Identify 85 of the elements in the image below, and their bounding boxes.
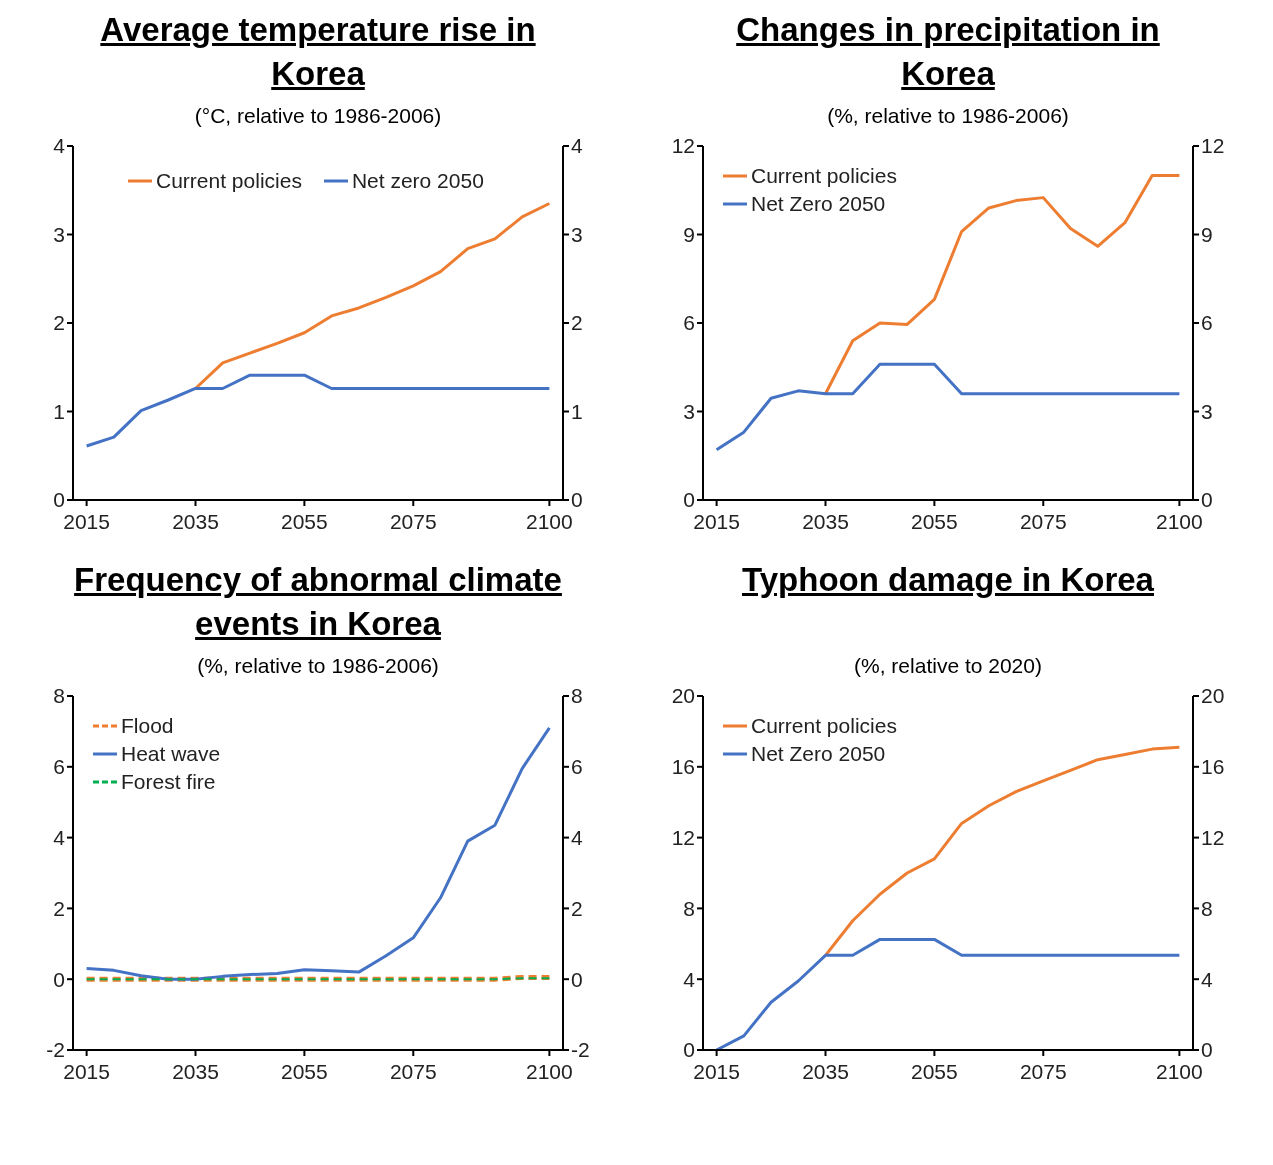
y-tick-label: 2 [53,311,65,335]
chart-subtitle: (%, relative to 1986-2006) [196,654,440,678]
chart-title: Changes in precipitation in Korea [735,10,1161,94]
x-tick-label: 2100 [1156,1059,1203,1083]
y-tick-label: 8 [683,896,695,920]
y-tick-label: 12 [671,826,695,850]
y2-tick-label: 12 [1201,134,1225,158]
y-tick-label: 3 [53,222,65,246]
chart-title: Frequency of abnormal climate events in Korea [73,560,563,644]
x-tick-label: 2035 [172,1059,219,1083]
x-tick-label: 2035 [172,509,219,533]
legend-label: Net Zero 2050 [751,192,886,216]
x-tick-label: 2015 [63,1059,110,1083]
line-series [715,362,1181,452]
legend-label: Net Zero 2050 [751,742,886,766]
y2-tick-label: 1 [571,399,583,423]
y2-tick-label: 16 [1201,755,1225,779]
y2-tick-label: 8 [1201,896,1213,920]
y2-tick-label: 4 [571,826,583,850]
legend-label: Heat wave [121,742,221,766]
y-tick-label: 3 [683,399,695,423]
y-tick-label: -2 [46,1038,65,1062]
y2-tick-label: -2 [571,1038,590,1062]
legend-label: Forest fire [121,770,216,794]
y2-tick-label: 20 [1201,684,1225,708]
y-tick-label: 6 [683,311,695,335]
chart-subtitle: (%, relative to 2020) [853,654,1043,678]
x-tick-label: 2075 [389,509,437,533]
chart-title: Average temperature rise in Korea [99,10,537,94]
x-tick-label: 2055 [911,1059,958,1083]
x-tick-label: 2015 [693,509,740,533]
x-tick-label: 2100 [1156,509,1203,533]
y-tick-label: 8 [53,684,65,708]
x-tick-label: 2055 [911,509,958,533]
y2-tick-label: 12 [1201,826,1225,850]
y2-tick-label: 2 [571,896,583,920]
y-tick-label: 0 [683,488,695,512]
y-tick-label: 2 [53,896,65,920]
y2-tick-label: 3 [1201,399,1213,423]
y-tick-label: 9 [683,222,695,246]
x-tick-label: 2075 [1019,1059,1067,1083]
x-tick-label: 2055 [281,1059,328,1083]
y2-tick-label: 6 [571,755,583,779]
x-tick-label: 2035 [802,509,849,533]
legend-label: Current policies [751,164,897,188]
line-series [715,937,1181,1050]
y-tick-label: 16 [671,755,695,779]
x-tick-label: 2075 [389,1059,437,1083]
y-tick-label: 0 [53,488,65,512]
chart-title: Typhoon damage in Korea [741,560,1155,600]
y-tick-label: 12 [671,134,695,158]
y2-tick-label: 0 [1201,488,1213,512]
x-tick-label: 2015 [693,1059,740,1083]
x-tick-label: 2055 [281,509,328,533]
y-tick-label: 6 [53,755,65,779]
y-tick-label: 1 [53,399,65,423]
y-tick-label: 20 [671,684,695,708]
y2-tick-label: 3 [571,222,583,246]
x-tick-label: 2075 [1019,509,1067,533]
legend-label: Current policies [751,714,897,738]
y-tick-label: 0 [683,1038,695,1062]
y2-tick-label: 6 [1201,311,1213,335]
chart-subtitle: (°C, relative to 1986-2006) [193,104,443,128]
x-tick-label: 2015 [63,509,110,533]
chart-subtitle: (%, relative to 1986-2006) [826,104,1070,128]
legend-label: Flood [121,714,174,738]
x-tick-label: 2035 [802,1059,849,1083]
x-tick-label: 2100 [526,1059,573,1083]
y-tick-label: 0 [53,967,65,991]
legend-label: Net zero 2050 [351,169,484,193]
x-tick-label: 2100 [526,509,573,533]
y2-tick-label: 4 [1201,967,1213,991]
y2-tick-label: 0 [1201,1038,1213,1062]
y2-tick-label: 0 [571,967,583,991]
y2-tick-label: 0 [571,488,583,512]
y2-tick-label: 8 [571,684,583,708]
y2-tick-label: 9 [1201,222,1213,246]
y2-tick-label: 2 [571,311,583,335]
legend-label: Current policies [156,169,302,193]
line-series [85,373,551,448]
y-tick-label: 4 [53,826,66,850]
y-tick-label: 4 [683,967,696,991]
line-series [194,202,551,390]
y-tick-label: 4 [53,134,66,158]
y2-tick-label: 4 [571,134,583,158]
